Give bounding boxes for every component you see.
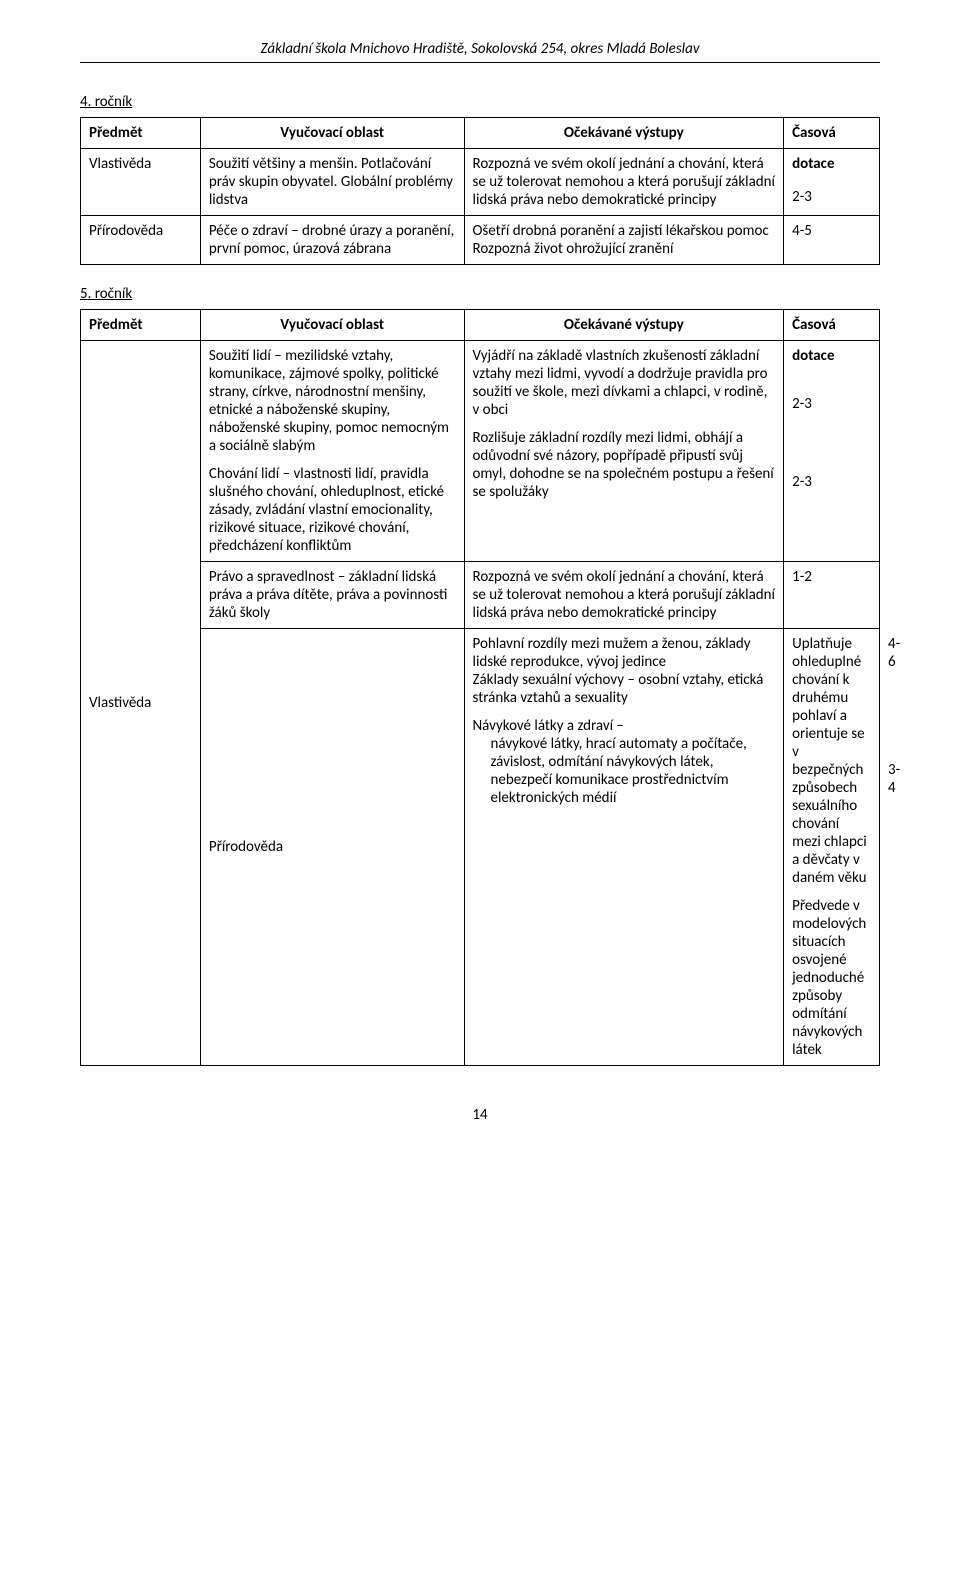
col-area-header: Vyučovací oblast <box>200 118 464 149</box>
page-number: 14 <box>80 1106 880 1124</box>
col-outcome-header: Očekávané výstupy <box>464 118 784 149</box>
outcome-cell: Uplatňuje ohleduplné chování k druhému p… <box>784 629 880 1066</box>
table-header-row-2: Vlastivěda Soužití většiny a menšin. Pot… <box>81 149 880 183</box>
table-row: Přírodověda Péče o zdraví – drobné úrazy… <box>81 216 880 265</box>
col-area-header: Vyučovací oblast <box>200 310 464 341</box>
time-cell: 1-2 <box>784 562 880 629</box>
area-cell: Soužití lidí – mezilidské vztahy, komuni… <box>200 341 464 562</box>
outcome-cell: Rozpozná ve svém okolí jednání a chování… <box>464 562 784 629</box>
time-cell: 2-3 2-3 <box>784 389 880 562</box>
area-cell: Právo a spravedlnost – základní lidská p… <box>200 562 464 629</box>
table-header-row: Předmět Vyučovací oblast Očekávané výstu… <box>81 118 880 149</box>
grade4-table: Předmět Vyučovací oblast Očekávané výstu… <box>80 117 880 265</box>
grade4-title: 4. ročník <box>80 93 880 111</box>
outcome-cell: Rozpozná ve svém okolí jednání a chování… <box>464 149 784 216</box>
subject-cell: Vlastivěda <box>81 341 201 1066</box>
page-header: Základní škola Mnichovo Hradiště, Sokolo… <box>80 40 880 63</box>
table-row: Vlastivěda Soužití lidí – mezilidské vzt… <box>81 341 880 389</box>
col-subject-header: Předmět <box>81 118 201 149</box>
col-outcome-header: Očekávané výstupy <box>464 310 784 341</box>
subject-cell: Přírodověda <box>81 216 201 265</box>
time-dotace-cell: dotace <box>784 149 880 183</box>
col-subject-header: Předmět <box>81 310 201 341</box>
table-row: Přírodověda Pohlavní rozdíly mezi mužem … <box>81 629 880 1066</box>
area-cell: Pohlavní rozdíly mezi mužem a ženou, zák… <box>464 629 784 1066</box>
time-cell: 2-3 <box>784 182 880 216</box>
outcome-cell: Ošetří drobná poranění a zajistí lékařsk… <box>464 216 784 265</box>
grade5-table: Předmět Vyučovací oblast Očekávané výstu… <box>80 309 880 1066</box>
table-row: Právo a spravedlnost – základní lidská p… <box>81 562 880 629</box>
area-cell: Soužití většiny a menšin. Potlačování pr… <box>200 149 464 216</box>
time-dotace-cell: dotace <box>784 341 880 389</box>
grade5-title: 5. ročník <box>80 285 880 303</box>
table-header-row: Předmět Vyučovací oblast Očekávané výstu… <box>81 310 880 341</box>
outcome-cell: Vyjádří na základě vlastních zkušeností … <box>464 341 784 562</box>
subject-cell: Vlastivěda <box>81 149 201 216</box>
col-time-header: Časová <box>784 310 880 341</box>
col-time-header: Časová <box>784 118 880 149</box>
time-cell: 4-5 <box>784 216 880 265</box>
area-cell: Péče o zdraví – drobné úrazy a poranění,… <box>200 216 464 265</box>
subject-cell: Přírodověda <box>200 629 464 1066</box>
